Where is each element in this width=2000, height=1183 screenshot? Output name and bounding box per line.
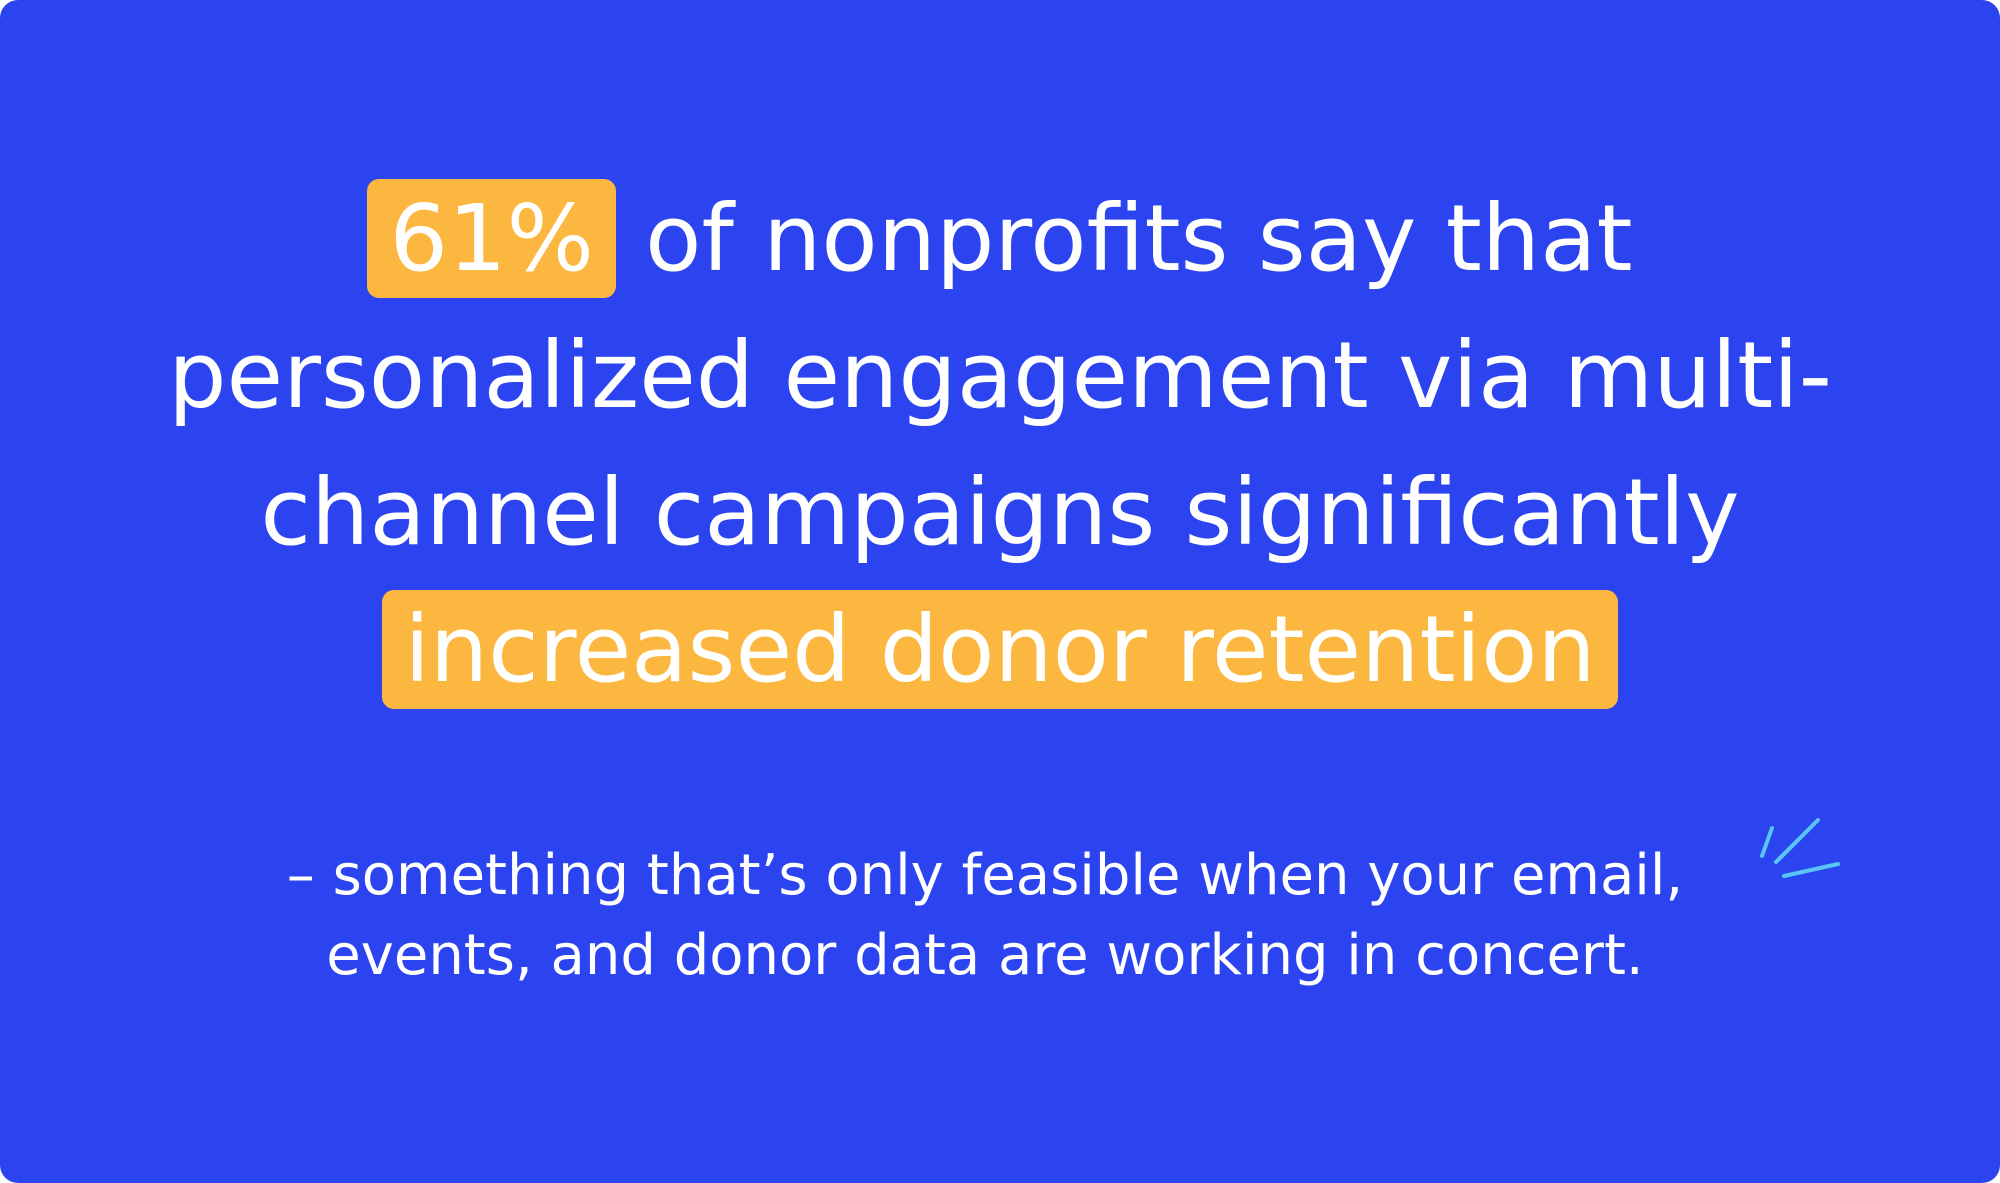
sparkle-line-long	[1774, 818, 1820, 864]
headline-line-3: channel campaigns significantly	[260, 459, 1740, 566]
stat-highlight: 61%	[367, 179, 616, 298]
headline-line-1-text: of nonprofits say that	[615, 185, 1633, 292]
headline-line-4: increased donor retention	[0, 581, 2000, 718]
sparkle-line-short	[1760, 826, 1774, 858]
sparkle-lines-icon	[1760, 818, 1840, 878]
headline-line-1: 61% of nonprofits say that	[0, 170, 2000, 307]
supporting-text-line-2: events, and donor data are working in co…	[326, 923, 1644, 988]
supporting-text: – something that’s only feasible when yo…	[0, 836, 1970, 996]
supporting-text-line-1: – something that’s only feasible when yo…	[286, 843, 1684, 908]
headline: 61% of nonprofits say that personalized …	[0, 170, 2000, 718]
sparkle-line-flat	[1782, 862, 1840, 878]
retention-highlight: increased donor retention	[382, 590, 1618, 709]
headline-line-2: personalized engagement via multi-	[168, 322, 1832, 429]
